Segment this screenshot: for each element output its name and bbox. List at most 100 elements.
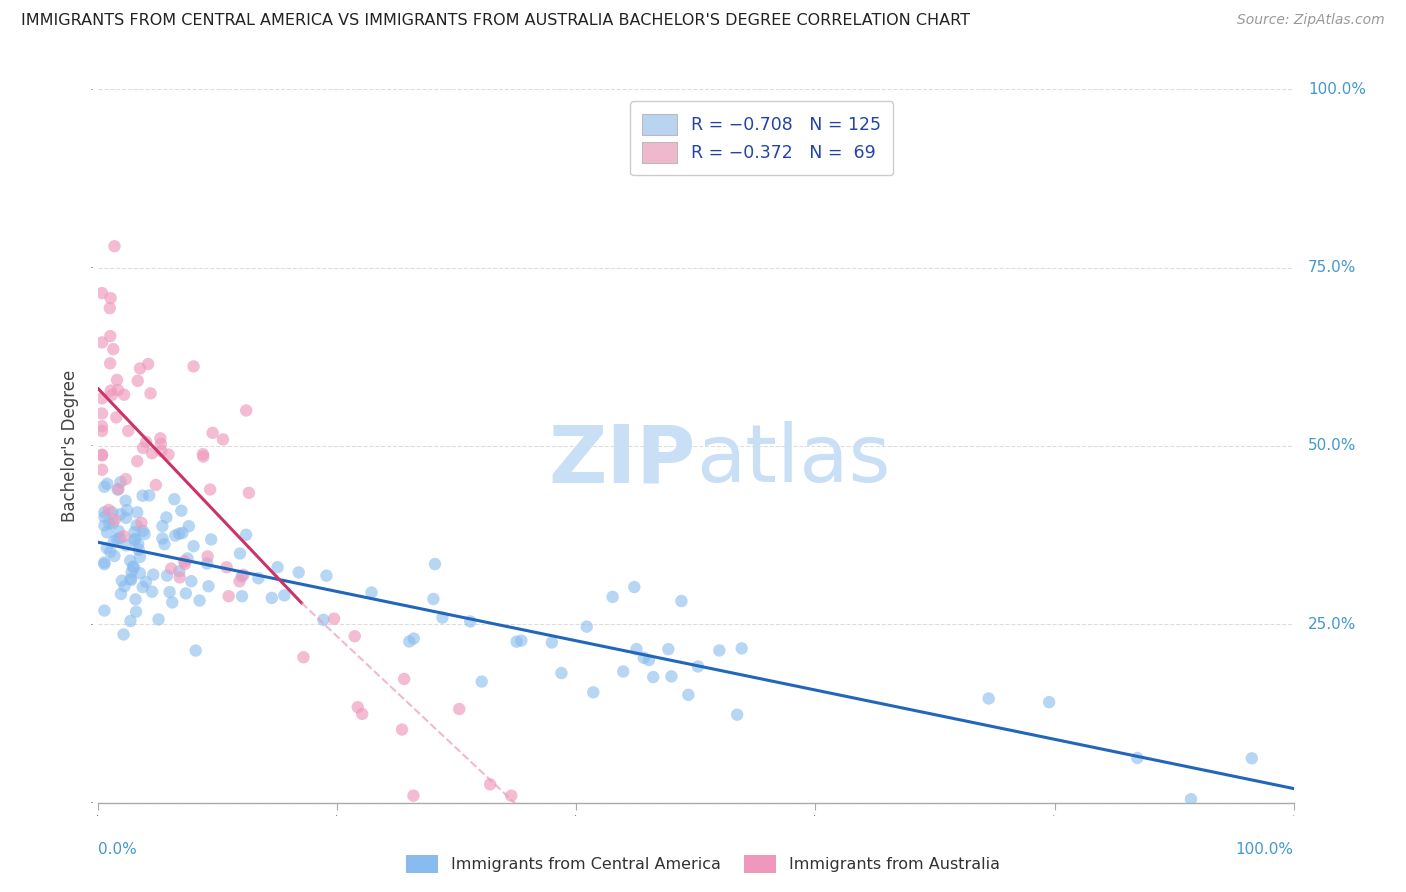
Point [101, 505, 124, 519]
Point [657, 642, 679, 657]
Point [124, 592, 146, 607]
Point [402, 632, 425, 646]
Point [112, 529, 135, 543]
Point [103, 534, 125, 549]
Point [582, 685, 605, 699]
Point [93, 509, 115, 524]
Point [93, 480, 115, 494]
Point [174, 586, 197, 600]
Point [1038, 695, 1060, 709]
Point [96, 476, 118, 491]
Point [131, 489, 153, 503]
Point [105, 373, 128, 387]
Point [124, 532, 146, 546]
Point [247, 571, 270, 585]
Point [101, 388, 124, 402]
Point [132, 441, 155, 455]
Point [510, 633, 533, 648]
Text: ZIP: ZIP [548, 421, 696, 500]
Point [107, 482, 129, 496]
Point [101, 516, 124, 531]
Point [103, 342, 125, 356]
Point [100, 291, 122, 305]
Point [110, 587, 132, 601]
Point [505, 634, 527, 648]
Point [127, 505, 149, 519]
Point [602, 590, 624, 604]
Point [238, 485, 260, 500]
Point [103, 549, 125, 563]
Point [114, 493, 136, 508]
Point [149, 431, 172, 445]
Point [391, 723, 413, 737]
Point [160, 561, 183, 575]
Point [135, 435, 157, 450]
Point [575, 619, 598, 633]
Point [626, 642, 648, 657]
Point [432, 610, 454, 624]
Point [195, 557, 218, 571]
Text: 0.0%: 0.0% [98, 842, 138, 857]
Point [91, 335, 114, 350]
Point [127, 454, 149, 468]
Point [191, 447, 214, 461]
Point [156, 568, 179, 582]
Point [125, 518, 148, 533]
Point [167, 526, 190, 541]
Point [141, 446, 163, 460]
Text: 50.0%: 50.0% [1308, 439, 1357, 453]
Point [125, 605, 148, 619]
Point [115, 503, 138, 517]
Point [540, 635, 562, 649]
Legend: R = −0.708   N = 125, R = −0.372   N =  69: R = −0.708 N = 125, R = −0.372 N = 69 [630, 102, 893, 175]
Point [112, 627, 135, 641]
Point [96, 525, 118, 540]
Point [215, 560, 238, 574]
Point [352, 706, 374, 721]
Point [315, 568, 337, 582]
Point [91, 449, 114, 463]
Point [287, 566, 309, 580]
Point [422, 592, 444, 607]
Point [91, 424, 114, 438]
Point [292, 650, 315, 665]
Point [152, 532, 174, 546]
Point [174, 557, 197, 571]
Text: 100.0%: 100.0% [1236, 842, 1294, 857]
Point [91, 448, 114, 462]
Point [131, 580, 153, 594]
Text: Source: ZipAtlas.com: Source: ZipAtlas.com [1237, 13, 1385, 28]
Point [449, 702, 471, 716]
Point [323, 612, 346, 626]
Point [93, 604, 115, 618]
Point [110, 475, 132, 489]
Point [131, 516, 153, 530]
Point [97, 503, 120, 517]
Point [671, 594, 693, 608]
Point [122, 559, 145, 574]
Point [91, 463, 114, 477]
Point [661, 669, 683, 683]
Point [183, 359, 205, 374]
Point [121, 565, 143, 579]
Point [201, 425, 224, 440]
Point [122, 560, 145, 574]
Point [172, 525, 194, 540]
Point [114, 579, 136, 593]
Point [266, 560, 288, 574]
Y-axis label: Bachelor's Degree: Bachelor's Degree [62, 370, 79, 522]
Point [120, 614, 142, 628]
Point [134, 527, 156, 541]
Point [402, 789, 425, 803]
Point [177, 519, 200, 533]
Text: atlas: atlas [696, 421, 890, 500]
Point [346, 700, 368, 714]
Point [138, 488, 160, 502]
Point [169, 570, 191, 584]
Point [98, 301, 121, 315]
Point [343, 629, 366, 643]
Text: 100.0%: 100.0% [1308, 82, 1365, 96]
Point [725, 707, 748, 722]
Point [200, 533, 222, 547]
Point [479, 777, 502, 791]
